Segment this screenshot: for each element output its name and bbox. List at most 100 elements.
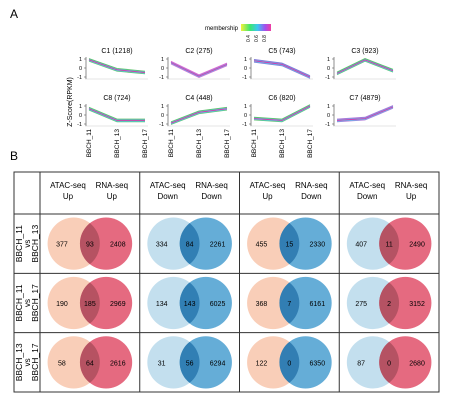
header-line: ATAC-seq xyxy=(349,181,385,190)
cluster-trend-line xyxy=(336,107,394,122)
cluster-centroid-line xyxy=(336,106,394,121)
cluster-plots: C1 (1218)10-1C2 (275)10-1C5 (743)10-1C3 … xyxy=(77,48,396,128)
cluster-trend-line xyxy=(336,107,394,123)
cluster-trend-line xyxy=(88,58,146,72)
y-tick-label: 0 xyxy=(161,113,164,119)
venn-diagram: 31 56 6294 xyxy=(147,336,232,389)
venn-diagram: 368 7 6161 xyxy=(247,276,332,330)
column-header-left: ATAC-seq Down xyxy=(349,181,385,201)
venn-right-count: 2680 xyxy=(409,360,425,367)
venn-right-count: 2490 xyxy=(409,242,425,249)
venn-overlap xyxy=(379,217,400,270)
cluster-trend-line xyxy=(170,109,228,125)
y-tick-label: 1 xyxy=(244,57,247,63)
header-line: Down xyxy=(201,192,221,201)
y-axis-label: Z-Score(RPKM) xyxy=(67,77,74,127)
venn-overlap-count: 2 xyxy=(387,301,391,308)
venn-diagram: 134 143 6025 xyxy=(147,276,232,330)
x-tick-label: BBCH_11 xyxy=(251,129,258,158)
header-line: ATAC-seq xyxy=(50,181,86,190)
cluster-trend-line xyxy=(336,105,394,120)
y-tick-label: -1 xyxy=(77,75,82,81)
venn-overlap xyxy=(379,276,400,330)
venn-left-count: 368 xyxy=(256,301,268,308)
y-tick-label: -1 xyxy=(77,122,82,128)
header-line: Down xyxy=(301,192,321,201)
cluster-plot: C2 (275) 1 0 -1 xyxy=(159,48,230,81)
venn-diagram: 455 15 2330 xyxy=(247,217,332,270)
cluster-trend-line xyxy=(253,59,311,77)
venn-right-count: 6025 xyxy=(210,301,226,308)
y-tick-label: 1 xyxy=(327,104,330,110)
column-header-right: RNA-seq Up xyxy=(395,181,427,201)
cluster-trend-line xyxy=(170,61,228,76)
venn-diagram: 190 185 2969 xyxy=(47,276,133,330)
venn-overlap-count: 15 xyxy=(285,242,293,249)
cluster-trend-line xyxy=(170,60,228,76)
cluster-title: C4 (448) xyxy=(185,95,212,102)
cluster-trend-line xyxy=(336,58,394,73)
row-label-a: BBCH_11 xyxy=(14,284,24,321)
cluster-centroid-line xyxy=(253,60,311,78)
venn-overlap xyxy=(279,276,300,330)
cluster-title: C7 (4879) xyxy=(349,95,380,102)
cluster-plot: C3 (923) 1 0 -1 xyxy=(325,48,396,81)
cluster-plot: C1 (1218) 1 0 -1 xyxy=(77,48,148,81)
x-tick-label: BBCH_17 xyxy=(307,129,314,158)
cluster-trend-line xyxy=(253,59,311,77)
row-label-vs: vs xyxy=(23,299,32,307)
header-line: Down xyxy=(157,192,177,201)
cluster-trend-line xyxy=(336,105,394,121)
cluster-trend-bundle xyxy=(336,105,394,123)
header-line: RNA-seq xyxy=(195,181,227,190)
y-tick-label: 0 xyxy=(244,113,247,119)
cluster-trend-line xyxy=(253,106,311,122)
membership-legend: membership 0.4 0.6 0.8 xyxy=(205,24,271,42)
venn-overlap-count: 0 xyxy=(387,360,391,367)
cluster-centroid-line xyxy=(88,59,146,73)
row-label-b: BBCH_17 xyxy=(30,284,40,322)
cluster-plot: C6 (820) 1 0 -1 xyxy=(242,95,313,128)
venn-overlap-count: 185 xyxy=(84,301,96,308)
venn-overlap xyxy=(79,276,100,330)
cluster-trend-line xyxy=(88,109,145,123)
venn-left-count: 134 xyxy=(156,301,168,308)
venn-overlap-count: 7 xyxy=(287,301,291,308)
cluster-trend-line xyxy=(253,104,311,120)
cluster-trend-line xyxy=(253,104,311,121)
cluster-trend-line xyxy=(88,60,146,75)
cluster-centroid-line xyxy=(88,108,145,121)
y-tick-label: 0 xyxy=(327,66,330,72)
cluster-trend-line xyxy=(336,60,394,76)
venn-left-count: 122 xyxy=(256,360,268,367)
venn-right-count: 3152 xyxy=(409,301,425,308)
cluster-trend-line xyxy=(88,58,146,73)
venn-overlap-count: 93 xyxy=(86,242,94,249)
legend-title: membership xyxy=(205,26,239,32)
row-label-a: BBCH_11 xyxy=(14,225,24,262)
column-header-right: RNA-seq Down xyxy=(195,181,227,201)
x-tick-label: BBCH_17 xyxy=(142,129,149,158)
column-header-left: ATAC-seq Up xyxy=(50,181,86,201)
venn-left-count: 407 xyxy=(355,242,367,249)
y-tick-label: -1 xyxy=(325,75,330,81)
cluster-centroid-line xyxy=(170,62,228,77)
venn-overlap xyxy=(179,217,200,270)
panel-b-label: B xyxy=(10,149,18,163)
cluster-trend-line xyxy=(88,109,145,122)
x-tick-label: BBCH_11 xyxy=(168,129,175,158)
header-line: Down xyxy=(357,192,377,201)
cluster-trend-line xyxy=(336,58,394,74)
venn-table: ATAC-seq Up RNA-seq Up ATAC-seq Down RNA-seq Do… xyxy=(13,171,440,393)
y-tick-label: -1 xyxy=(325,122,330,128)
header-line: Up xyxy=(406,192,417,201)
x-tick-label: BBCH_11 xyxy=(86,129,93,158)
y-tick-label: -1 xyxy=(159,75,164,81)
venn-diagram: 377 93 2408 xyxy=(47,217,133,270)
venn-right-count: 2330 xyxy=(310,242,326,249)
cluster-title: C3 (923) xyxy=(351,48,378,55)
venn-overlap-count: 143 xyxy=(184,301,196,308)
header-line: RNA-seq xyxy=(395,181,427,190)
x-tick-label: BBCH_13 xyxy=(279,129,286,158)
